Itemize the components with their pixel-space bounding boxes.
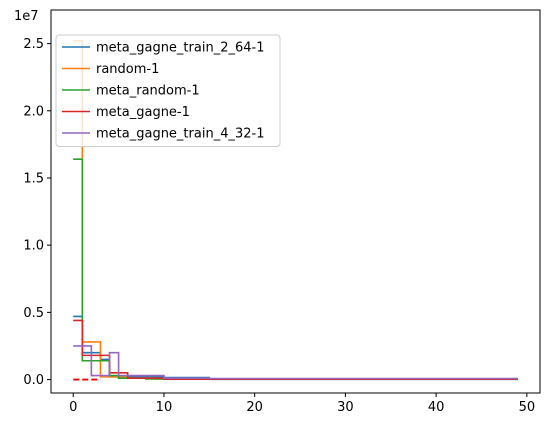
legend-label-3: meta_random-1	[96, 84, 200, 99]
x-tick-label: 10	[156, 400, 173, 415]
y-offset-label: 1e7	[14, 9, 39, 24]
x-tick-label: 0	[69, 400, 77, 415]
series-line-5	[73, 345, 518, 380]
series-line-4	[73, 319, 518, 380]
legend-label-2: random-1	[96, 62, 159, 77]
y-tick-label: 2.0	[23, 104, 44, 119]
y-tick-label: 1.0	[23, 239, 44, 254]
legend-label-5: meta_gagne_train_4_32-1	[96, 127, 264, 142]
legend-box	[55, 34, 281, 147]
plot-frame	[50, 9, 541, 394]
legend-label-4: meta_gagne-1	[96, 105, 190, 120]
x-tick-label: 40	[428, 400, 445, 415]
y-tick-label: 1.5	[23, 171, 44, 186]
y-tick-label: 0.5	[23, 306, 44, 321]
y-tick-label: 0.0	[23, 373, 44, 388]
x-tick-label: 50	[519, 400, 536, 415]
legend-label-1: meta_gagne_train_2_64-1	[96, 41, 264, 56]
x-tick-label: 20	[246, 400, 263, 415]
x-tick-label: 30	[337, 400, 354, 415]
y-tick-label: 2.5	[23, 37, 44, 52]
